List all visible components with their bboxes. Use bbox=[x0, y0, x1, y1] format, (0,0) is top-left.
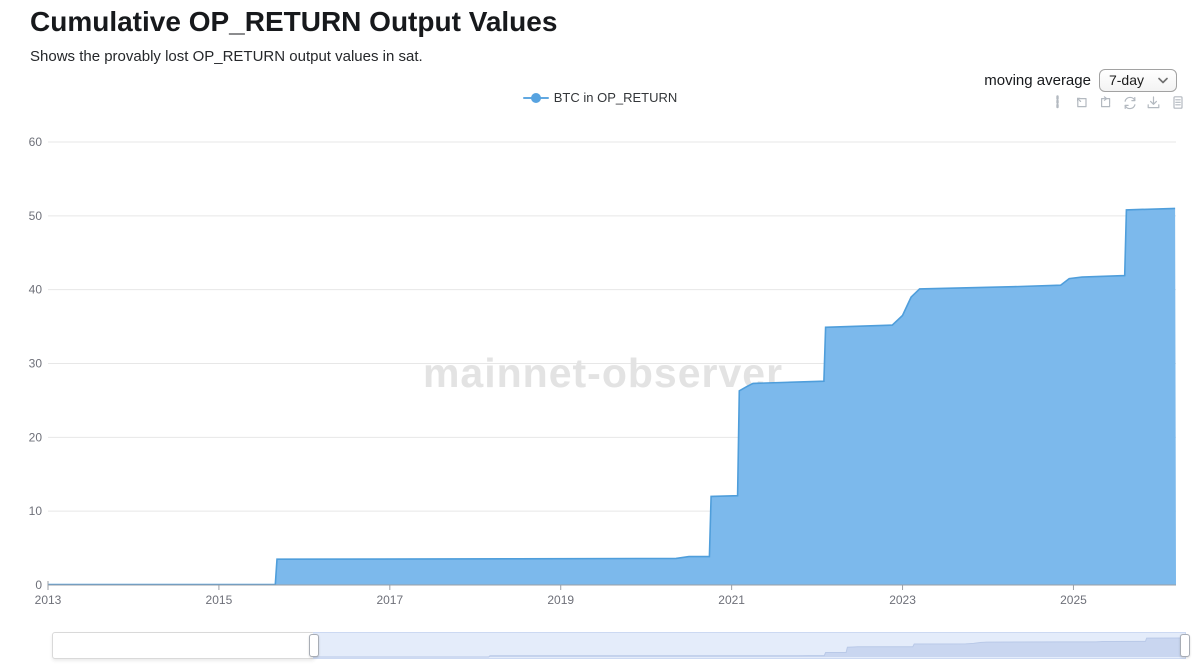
svg-text:50: 50 bbox=[29, 209, 43, 223]
svg-text:2025: 2025 bbox=[1060, 593, 1087, 607]
datazoom-unselected-region[interactable] bbox=[52, 632, 315, 659]
svg-text:20: 20 bbox=[29, 430, 43, 444]
datazoom-slider[interactable] bbox=[52, 632, 1190, 659]
legend-marker-icon bbox=[522, 92, 549, 104]
chart-plot-area[interactable]: 0 10 20 30 40 50 60 mainnet-observer 2013 2015 201… bbox=[0, 128, 1200, 615]
datazoom-selected-region[interactable] bbox=[313, 632, 1186, 659]
svg-text:mainnet-observer: mainnet-observer bbox=[423, 350, 783, 396]
legend-item-btc-in-op-return[interactable]: BTC in OP_RETURN bbox=[522, 90, 678, 105]
page-subtitle: Shows the provably lost OP_RETURN output… bbox=[30, 48, 423, 65]
svg-text:10: 10 bbox=[29, 504, 43, 518]
moving-average-label: moving average bbox=[984, 72, 1091, 89]
restore-icon[interactable] bbox=[1121, 94, 1138, 111]
svg-text:2021: 2021 bbox=[718, 593, 745, 607]
datazoom-right-handle[interactable] bbox=[1180, 634, 1190, 657]
svg-text:30: 30 bbox=[29, 357, 43, 371]
moving-average-control: moving average 7-day bbox=[984, 69, 1177, 92]
svg-text:2019: 2019 bbox=[547, 593, 574, 607]
svg-text:40: 40 bbox=[29, 283, 43, 297]
download-icon[interactable] bbox=[1145, 94, 1162, 111]
page-title: Cumulative OP_RETURN Output Values bbox=[30, 6, 558, 37]
chart-toolbox bbox=[1049, 94, 1186, 111]
chevron-down-icon bbox=[1158, 77, 1168, 84]
svg-text:2015: 2015 bbox=[206, 593, 233, 607]
legend-row: BTC in OP_RETURN bbox=[0, 90, 1200, 105]
drag-handle-icon[interactable] bbox=[1049, 94, 1066, 111]
svg-text:2017: 2017 bbox=[376, 593, 403, 607]
data-view-icon[interactable] bbox=[1169, 94, 1186, 111]
svg-text:2023: 2023 bbox=[889, 593, 916, 607]
svg-text:0: 0 bbox=[35, 578, 42, 592]
datazoom-left-handle[interactable] bbox=[309, 634, 319, 657]
legend-label: BTC in OP_RETURN bbox=[553, 90, 678, 105]
zoom-back-icon[interactable] bbox=[1097, 94, 1114, 111]
moving-average-select[interactable]: 7-day bbox=[1098, 69, 1177, 92]
svg-text:60: 60 bbox=[29, 135, 43, 149]
svg-text:2013: 2013 bbox=[35, 593, 62, 607]
zoom-select-icon[interactable] bbox=[1073, 94, 1090, 111]
datazoom-shadow-chart bbox=[313, 637, 1185, 658]
moving-average-selected-value: 7-day bbox=[1108, 72, 1144, 88]
